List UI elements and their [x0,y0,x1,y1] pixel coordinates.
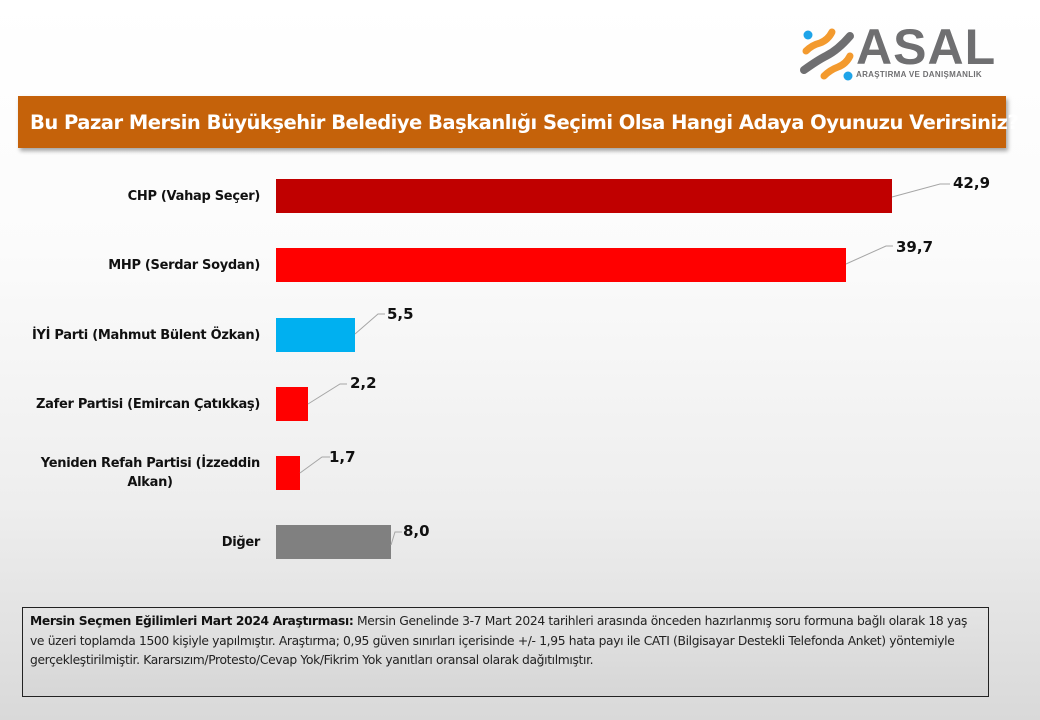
value-label-yrp: 1,7 [329,448,356,466]
logo-tagline: ARAŞTIRMA VE DANIŞMANLIK [856,70,983,79]
category-label-yrp-line1: Yeniden Refah Partisi (İzzeddin [40,456,261,471]
bar-chp [276,179,892,213]
asal-logo-icon [800,28,854,81]
value-label-diger: 8,0 [403,522,430,540]
value-label-chp: 42,9 [953,174,991,192]
bar-chart: CHP (Vahap Seçer) MHP (Serdar Soydan) İY… [0,174,991,559]
category-label-yrp-line2: Alkan) [127,475,173,490]
chart-title: Bu Pazar Mersin Büyükşehir Belediye Başk… [30,110,1019,134]
value-label-zafer: 2,2 [350,374,377,392]
bar-diger [276,525,391,559]
category-label-chp: CHP (Vahap Seçer) [127,189,261,204]
value-label-iyi: 5,5 [387,305,414,323]
bar-mhp [276,248,846,282]
category-label-zafer: Zafer Partisi (Emircan Çatıkkaş) [36,397,260,412]
methodology-note: Mersin Seçmen Eğilimleri Mart 2024 Araşt… [22,607,989,697]
note-heading: Mersin Seçmen Eğilimleri Mart 2024 Araşt… [30,614,354,628]
bar-yrp [276,456,300,490]
logo-wordmark: ASAL [856,19,997,75]
category-label-iyi: İYİ Parti (Mahmut Bülent Özkan) [32,328,260,343]
bar-iyi [276,318,355,352]
title-banner: Bu Pazar Mersin Büyükşehir Belediye Başk… [18,96,1019,148]
category-label-mhp: MHP (Serdar Soydan) [108,258,260,273]
category-label-diger: Diğer [221,535,261,550]
value-label-mhp: 39,7 [896,238,934,256]
category-label-yrp: Yeniden Refah Partisi (İzzeddin Alkan) [0,454,261,492]
asal-logo: ASAL ARAŞTIRMA VE DANIŞMANLIK [798,22,995,82]
note-body: Mersin Genelinde 3-7 Mart 2024 tarihleri… [30,614,968,667]
bar-zafer [276,387,308,421]
leader-lines [299,183,950,546]
